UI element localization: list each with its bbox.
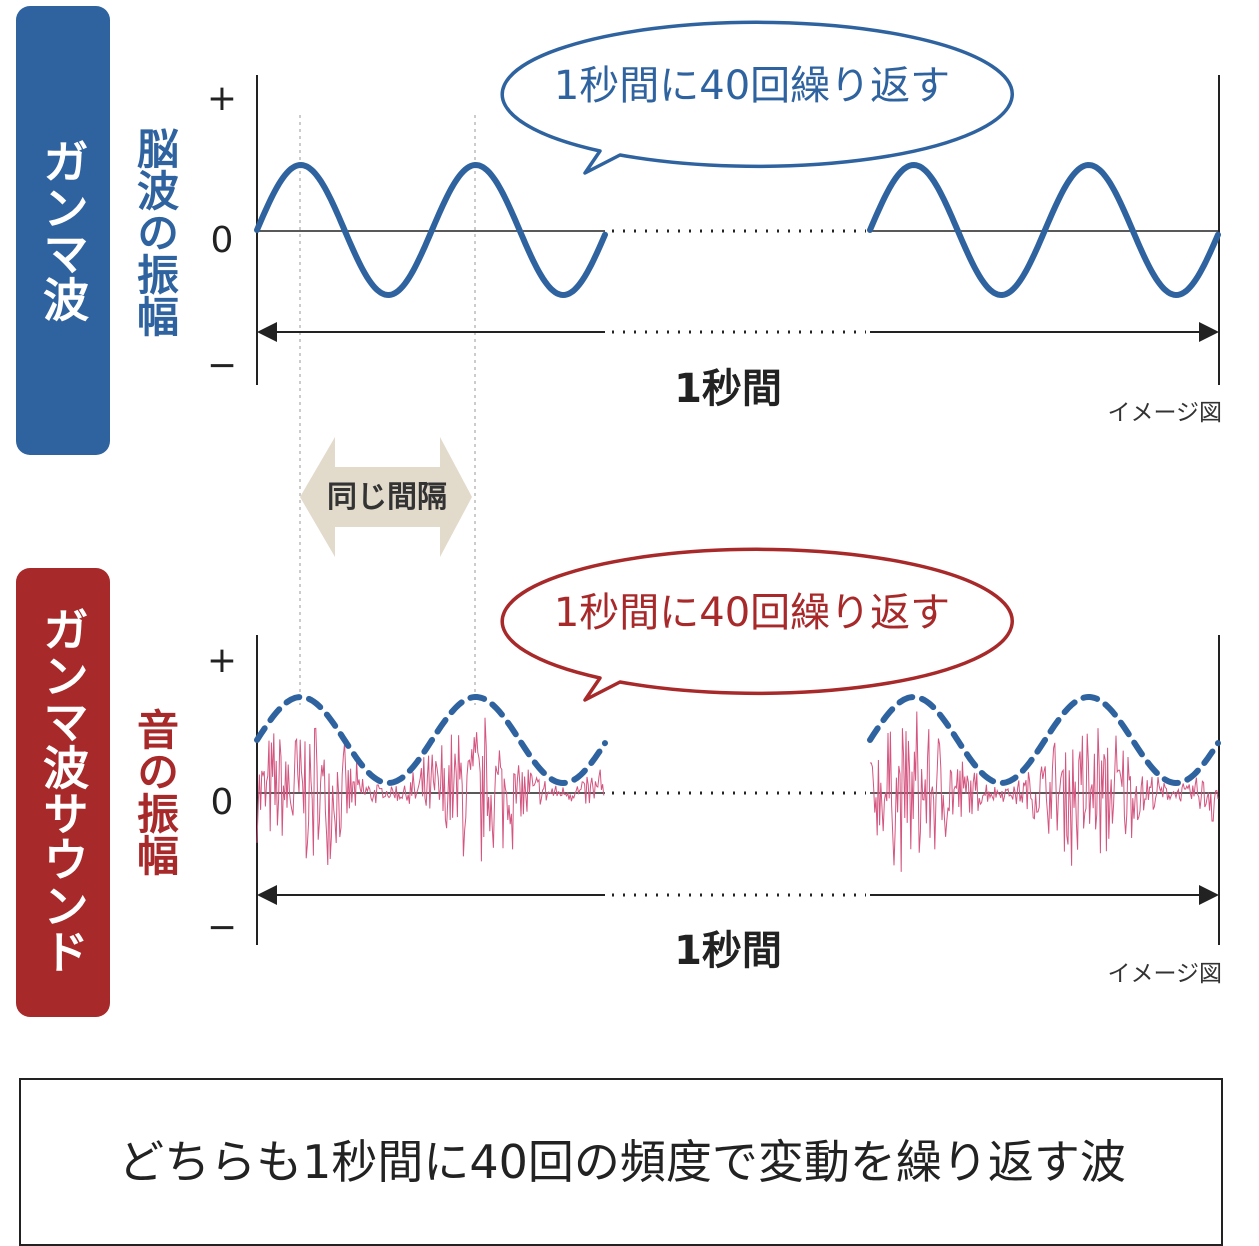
sound-wave [256,717,605,866]
note: イメージ図 [1107,400,1222,426]
bubble-text: 1秒間に40回繰り返す [554,63,950,109]
interval-label: 同じ間隔 [327,480,447,515]
axis-tick-label: + [207,640,237,681]
brain-wave [867,161,1221,299]
span-label: 1秒間 [674,366,782,412]
interval-arrow [300,437,472,557]
axis-tick-label: + [207,78,237,119]
axis-tick-label: − [207,907,237,948]
axis-tick-label: 0 [211,782,234,823]
panel-label-box [16,6,110,455]
sound-wave [869,711,1219,872]
panel-label-box [16,568,110,1017]
brain-wave [254,161,608,299]
envelope [867,693,1221,787]
axis-label: 音の振幅 [131,708,180,876]
bubble-text: 1秒間に40回繰り返す [554,590,950,636]
axis-label: 脳波の振幅 [131,127,180,337]
speech-bubble [500,547,1014,702]
span-label: 1秒間 [674,928,782,974]
speech-bubble [500,20,1014,175]
axis-tick-label: 0 [211,220,234,261]
footer-box [19,1078,1223,1246]
footer-text: どちらも1秒間に40回の頻度で変動を繰り返す波 [118,1135,1126,1189]
note: イメージ図 [1107,961,1222,987]
panel-label: ガンマ波サウンド [36,606,90,974]
axis-tick-label: − [207,345,237,386]
envelope [254,693,608,787]
panel-label: ガンマ波 [36,138,90,322]
